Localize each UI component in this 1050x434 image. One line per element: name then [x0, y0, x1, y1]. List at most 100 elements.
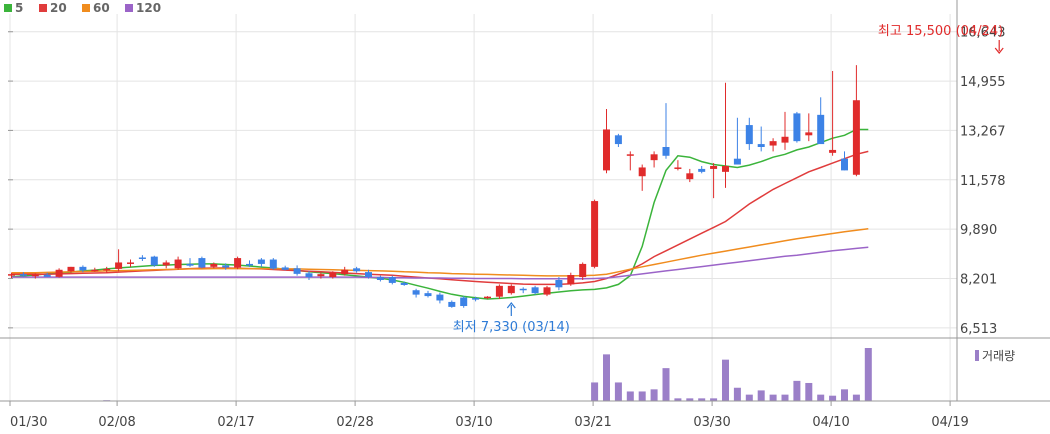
- candle-body: [210, 263, 218, 267]
- volume-bar: [769, 394, 777, 401]
- candle-body: [388, 277, 396, 283]
- candle-body: [531, 287, 539, 294]
- candle-body: [305, 273, 313, 278]
- legend-label-60: 60: [93, 1, 110, 15]
- candle-body: [424, 293, 432, 297]
- candle-body: [733, 158, 741, 165]
- volume-legend-label: 거래량: [982, 349, 1015, 363]
- legend-label-120: 120: [136, 1, 161, 15]
- candle-body: [614, 135, 622, 145]
- candle-body: [567, 275, 575, 285]
- legend-label-5: 5: [15, 1, 23, 15]
- candle-body: [698, 168, 706, 172]
- volume-bar: [805, 382, 813, 401]
- low-annotation: 최저 7,330 (03/14): [453, 320, 570, 335]
- legend-swatch-5: [4, 4, 12, 12]
- candle-body: [234, 258, 242, 268]
- candle-body: [376, 277, 384, 280]
- candle-body: [400, 282, 408, 285]
- candle-body: [115, 262, 123, 269]
- price-tick-label: 16,643: [960, 26, 1006, 41]
- candle-body: [769, 141, 777, 146]
- volume-bar: [614, 382, 622, 401]
- legend-swatch-120: [125, 4, 133, 12]
- volume-bar: [638, 391, 646, 401]
- candle-body: [722, 166, 729, 172]
- candle-body: [317, 274, 325, 277]
- volume-bar: [757, 390, 765, 401]
- date-tick-label: 03/30: [693, 415, 730, 430]
- volume-legend-swatch: [975, 350, 979, 361]
- candle-body: [591, 201, 599, 267]
- legend-swatch-20: [39, 4, 47, 12]
- high-arrow-head: [994, 47, 1004, 54]
- candle-body: [79, 266, 87, 271]
- candle-body: [662, 147, 670, 156]
- candle-body: [507, 285, 515, 294]
- candle-body: [519, 288, 527, 291]
- volume-bar: [781, 394, 789, 401]
- candle-body: [626, 154, 634, 156]
- volume-bar: [793, 380, 801, 401]
- volume-bar: [841, 389, 848, 401]
- high-annotation: 최고 15,500 (04/24): [878, 24, 1003, 39]
- low-arrow-head: [506, 302, 516, 309]
- candle-body: [246, 263, 253, 266]
- candle-body: [674, 167, 682, 169]
- volume-bar: [650, 389, 658, 401]
- candle-body: [852, 100, 860, 175]
- candle-body: [127, 262, 134, 264]
- legend-swatch-60: [82, 4, 90, 12]
- candle-body: [365, 272, 372, 278]
- volume-bar: [591, 382, 599, 401]
- volume-bar: [817, 394, 825, 401]
- volume-bar: [722, 359, 729, 401]
- ma-line-120: [11, 246, 869, 280]
- candle-body: [341, 269, 349, 275]
- candle-body: [353, 268, 361, 272]
- volume-bar: [852, 394, 860, 401]
- candle-body: [543, 287, 551, 295]
- candle-body: [436, 294, 444, 301]
- volume-bar: [698, 398, 706, 401]
- candle-body: [19, 274, 27, 276]
- legend-label-20: 20: [50, 1, 67, 15]
- ma-line-20: [11, 150, 869, 286]
- candle-body: [579, 263, 587, 278]
- candle-body: [412, 290, 420, 295]
- candle-body: [293, 268, 301, 274]
- volume-bar: [603, 354, 610, 401]
- volume-bar: [829, 395, 837, 401]
- date-tick-label: 01/30: [10, 415, 47, 430]
- candle-body: [448, 301, 456, 307]
- candle-body: [686, 173, 694, 180]
- candle-body: [8, 274, 15, 276]
- candle-body: [103, 268, 111, 271]
- volume-bar: [710, 398, 718, 401]
- date-tick-label: 02/08: [98, 415, 135, 430]
- candle-body: [710, 166, 718, 169]
- volume-bar: [686, 398, 694, 401]
- volume-bar: [674, 398, 682, 401]
- candle-body: [603, 129, 610, 171]
- price-tick-label: 8,201: [960, 273, 997, 288]
- date-tick-label: 04/19: [931, 415, 968, 430]
- candle-body: [484, 296, 491, 299]
- candle-body: [31, 274, 39, 277]
- volume-bar: [662, 368, 670, 401]
- candle-body: [781, 136, 789, 143]
- candle-body: [67, 266, 75, 272]
- price-tick-label: 9,890: [960, 223, 997, 238]
- candle-body: [329, 272, 337, 278]
- date-tick-label: 04/10: [812, 415, 849, 430]
- volume-bar: [864, 348, 872, 401]
- candle-body: [269, 259, 277, 269]
- volume-bar: [626, 391, 634, 401]
- candle-body: [55, 269, 63, 277]
- ma-line-60: [11, 228, 869, 277]
- price-tick-label: 11,578: [960, 174, 1006, 189]
- date-tick-label: 03/21: [574, 415, 611, 430]
- price-tick-label: 6,513: [960, 322, 997, 337]
- candle-body: [555, 280, 563, 288]
